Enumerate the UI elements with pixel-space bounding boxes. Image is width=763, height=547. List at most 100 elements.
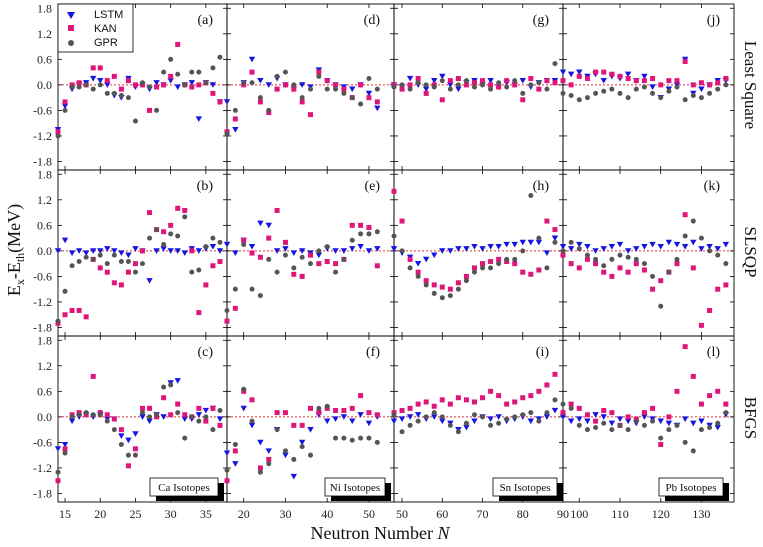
marker-kan — [282, 82, 288, 88]
isotope-text-pb: Pb Isotopes — [665, 482, 716, 494]
marker-lstm — [104, 246, 111, 252]
marker-gpr — [249, 418, 255, 424]
marker-lstm — [681, 416, 689, 422]
marker-kan — [520, 269, 526, 275]
marker-gpr — [584, 427, 590, 433]
marker-kan — [658, 442, 664, 448]
marker-gpr — [560, 248, 566, 254]
marker-kan — [249, 69, 255, 75]
marker-lstm — [527, 239, 535, 246]
marker-kan — [455, 280, 461, 286]
legend-kan-label: KAN — [94, 23, 117, 35]
marker-kan — [90, 65, 96, 71]
marker-gpr — [333, 435, 339, 441]
marker-kan — [544, 382, 550, 388]
marker-kan — [625, 414, 631, 420]
marker-gpr — [576, 422, 582, 428]
marker-gpr — [552, 61, 558, 67]
y-tick-label: 1.8 — [37, 1, 52, 15]
marker-lstm — [422, 86, 430, 93]
marker-kan — [520, 395, 526, 401]
marker-kan — [349, 405, 355, 411]
marker-lstm — [181, 416, 188, 422]
marker-kan — [447, 78, 453, 84]
marker-kan — [471, 80, 477, 86]
marker-gpr — [463, 278, 469, 284]
tick-labels: (a) (d) (g) (j) 1.8 1.2 0.6 0.0 -0.6 -1.2 -1.8 (b) (… — [33, 1, 720, 521]
marker-lstm — [439, 73, 446, 80]
marker-lstm — [232, 126, 239, 133]
marker-lstm — [576, 241, 583, 248]
marker-kan — [111, 416, 117, 422]
marker-lstm — [374, 105, 381, 112]
marker-gpr — [480, 265, 486, 271]
marker-kan — [224, 318, 230, 324]
marker-lstm — [714, 246, 721, 252]
marker-gpr — [168, 56, 174, 62]
marker-kan — [698, 401, 704, 407]
marker-gpr — [690, 93, 696, 99]
marker-gpr — [617, 90, 623, 96]
marker-gpr — [407, 265, 413, 271]
marker-gpr — [488, 86, 494, 92]
marker-gpr — [463, 78, 469, 84]
marker-gpr — [399, 82, 405, 88]
marker-kan — [69, 307, 75, 313]
marker-gpr — [641, 261, 647, 267]
marker-lstm — [567, 418, 575, 425]
marker-lstm — [641, 414, 648, 420]
marker-kan — [674, 261, 680, 267]
marker-gpr — [210, 65, 216, 71]
isotope-label-ni: Ni Isotopes — [324, 477, 391, 501]
marker-gpr — [358, 101, 364, 107]
marker-lstm — [202, 407, 210, 414]
marker-lstm — [90, 75, 97, 82]
marker-gpr — [560, 90, 566, 96]
marker-kan — [447, 401, 453, 407]
marker-kan — [455, 395, 461, 401]
marker-kan — [161, 395, 167, 401]
marker-gpr — [308, 86, 313, 92]
marker-kan — [593, 261, 599, 267]
marker-kan — [232, 116, 238, 122]
marker-gpr — [241, 241, 247, 247]
marker-gpr — [175, 233, 181, 239]
marker-lstm — [349, 86, 356, 93]
marker-lstm — [592, 412, 599, 418]
marker-gpr — [282, 252, 288, 258]
marker-kan — [723, 401, 729, 407]
marker-gpr — [196, 267, 202, 273]
x-tick-label: 20 — [94, 507, 106, 521]
marker-gpr — [147, 235, 153, 241]
isotope-box-ca — [149, 477, 219, 497]
marker-lstm — [471, 418, 478, 425]
marker-gpr — [423, 414, 429, 420]
marker-kan — [552, 227, 558, 233]
legend-lstm-marker — [67, 12, 75, 19]
marker-gpr — [650, 418, 656, 424]
marker-kan — [641, 410, 647, 416]
marker-lstm — [357, 244, 364, 250]
marker-gpr — [316, 248, 322, 254]
marker-lstm — [567, 246, 575, 252]
marker-gpr — [118, 259, 124, 265]
marker-kan — [374, 99, 380, 105]
marker-kan — [104, 269, 110, 275]
legend-kan-marker — [68, 25, 74, 31]
marker-gpr — [125, 259, 131, 265]
marker-gpr — [707, 90, 713, 96]
marker-gpr — [471, 84, 477, 90]
marker-kan — [282, 410, 288, 416]
marker-kan — [528, 271, 534, 277]
marker-gpr — [366, 435, 372, 441]
marker-gpr — [568, 405, 574, 411]
marker-lstm — [282, 452, 289, 459]
marker-kan — [715, 388, 721, 394]
panel-label: (j) — [707, 13, 721, 28]
panel-label: (e) — [364, 179, 380, 194]
marker-kan — [723, 75, 729, 81]
marker-lstm — [160, 414, 167, 420]
marker-gpr — [576, 97, 582, 103]
marker-kan — [512, 261, 518, 267]
marker-kan — [399, 86, 405, 92]
